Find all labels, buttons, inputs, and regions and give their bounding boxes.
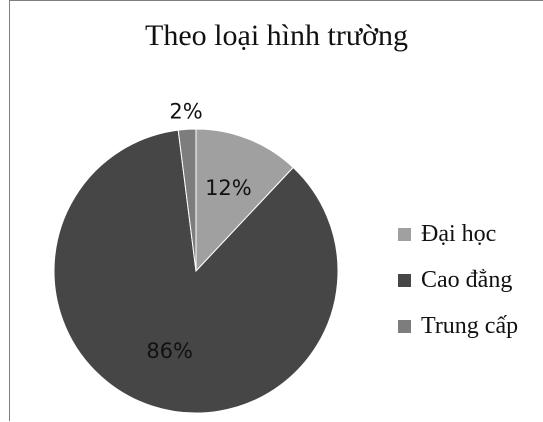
chart-frame: Theo loại hình trường 12% 86% 2% Đại học C…: [9, 0, 543, 421]
legend-label-trung-cap: Trung cấp: [421, 312, 519, 339]
data-label-cao-dang: 86%: [146, 339, 193, 363]
data-label-trung-cap: 2%: [169, 99, 202, 123]
pie-slice-cao-dang: [53, 129, 339, 414]
chart-title: Theo loại hình trường: [145, 19, 408, 52]
legend-label-cao-dang: Cao đẳng: [421, 266, 513, 293]
pie-slice-trung-cap: [177, 128, 197, 272]
legend-swatch-cao-dang: [398, 273, 411, 287]
legend-label-dai-hoc: Đại học: [421, 220, 497, 247]
pie-slice-dai-hoc: [195, 128, 294, 273]
pie-chart: 12% 86% 2%: [53, 99, 339, 414]
pie-data-labels: 12% 86% 2%: [146, 99, 251, 363]
legend-item-trung-cap: Trung cấp: [398, 303, 518, 349]
legend-swatch-trung-cap: [398, 319, 411, 333]
data-label-dai-hoc: 12%: [205, 176, 252, 200]
legend-swatch-dai-hoc: [398, 227, 411, 241]
pie-slices: [53, 128, 339, 414]
legend-item-dai-hoc: Đại học: [398, 211, 518, 257]
legend: Đại học Cao đẳng Trung cấp: [398, 211, 518, 349]
legend-item-cao-dang: Cao đẳng: [398, 257, 518, 303]
